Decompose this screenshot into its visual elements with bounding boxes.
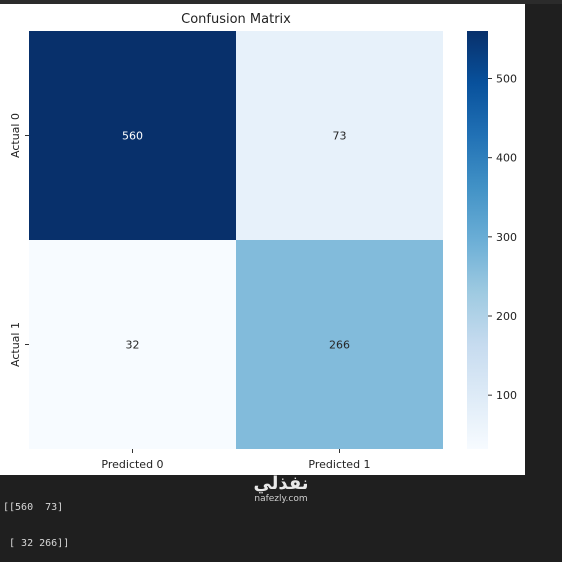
heatmap-cell <box>236 31 443 240</box>
window-top-strip <box>0 0 562 4</box>
colorbar-tick-label: 100 <box>496 389 517 402</box>
confusion-matrix-chart: Confusion Matrix 560 73 32 266 Predicted 0 Pre… <box>9 12 517 471</box>
x-tick-label: Predicted 1 <box>308 458 370 471</box>
heatmap-cell <box>29 31 236 240</box>
colorbar-tick-label: 300 <box>496 231 517 244</box>
x-tick-label: Predicted 0 <box>101 458 163 471</box>
colorbar-tick-label: 500 <box>496 73 517 86</box>
heatmap-cell <box>236 240 443 449</box>
heatmap-cell <box>29 240 236 449</box>
y-tick-label: Actual 0 <box>9 113 22 158</box>
cell-value-label: 266 <box>329 339 350 352</box>
colorbar-tick-label: 200 <box>496 310 517 323</box>
console-line: [[560 73] <box>3 502 64 513</box>
watermark-logo: نفذلي nafezly.com <box>246 473 316 505</box>
y-tick-label: Actual 1 <box>9 322 22 367</box>
watermark-url: nafezly.com <box>254 494 308 504</box>
console-output: [[560 73] [ 32 266]] <box>3 478 69 562</box>
cell-value-label: 32 <box>126 339 140 352</box>
figure-canvas: Confusion Matrix 560 73 32 266 Predicted 0 Pre… <box>0 4 525 475</box>
chart-title: Confusion Matrix <box>181 12 291 27</box>
console-line: [ 32 266]] <box>3 538 70 549</box>
cell-value-label: 73 <box>333 130 347 143</box>
colorbar <box>467 31 488 449</box>
cell-value-label: 560 <box>122 130 143 143</box>
watermark-text: نفذلي <box>253 473 309 494</box>
colorbar-tick-label: 400 <box>496 152 517 165</box>
